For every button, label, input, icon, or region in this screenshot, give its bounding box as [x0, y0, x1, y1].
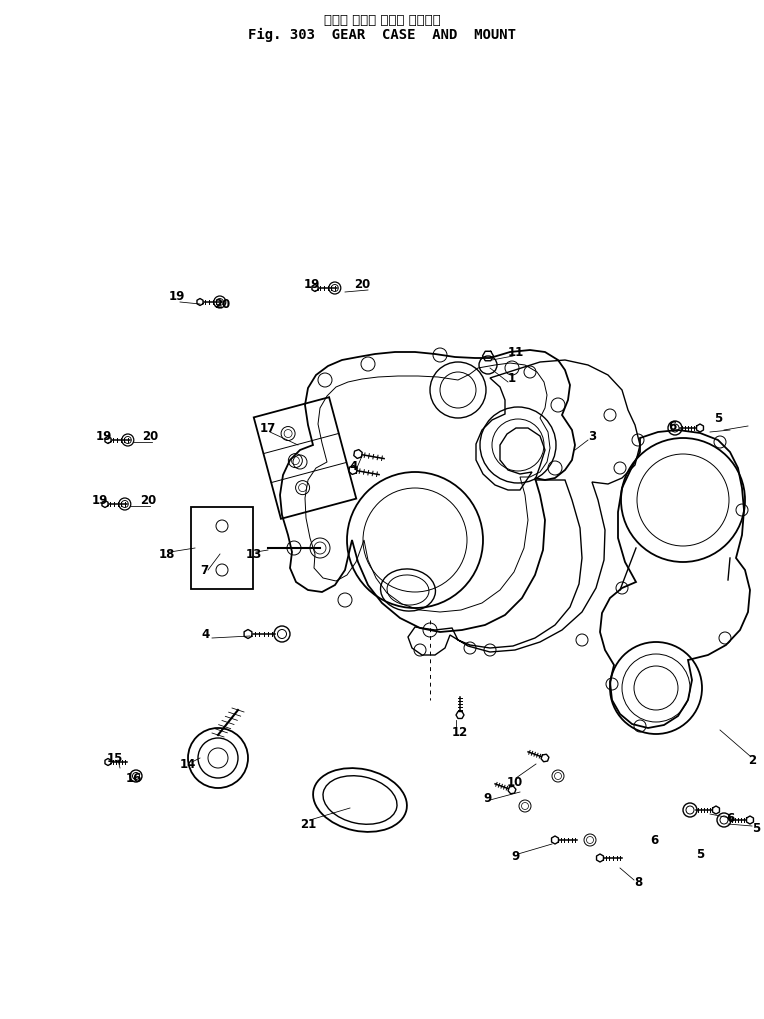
Text: 12: 12	[452, 726, 468, 739]
Text: 11: 11	[508, 345, 524, 359]
Text: 18: 18	[159, 547, 175, 560]
Text: 6: 6	[726, 811, 734, 824]
Text: 2: 2	[748, 753, 756, 766]
Text: 19: 19	[169, 289, 185, 303]
Text: 7: 7	[200, 564, 208, 577]
Text: 6: 6	[650, 834, 658, 847]
Text: 20: 20	[214, 298, 230, 311]
Text: 8: 8	[634, 875, 642, 889]
Text: 4: 4	[350, 460, 358, 473]
Text: 4: 4	[202, 628, 210, 641]
Text: 19: 19	[304, 277, 320, 290]
Text: 9: 9	[483, 792, 491, 804]
Text: 21: 21	[300, 817, 316, 830]
Text: 13: 13	[246, 547, 262, 560]
Text: 17: 17	[260, 422, 276, 434]
Text: 6: 6	[668, 420, 676, 432]
Text: 10: 10	[507, 775, 523, 789]
Text: 5: 5	[752, 821, 760, 835]
Text: 5: 5	[696, 848, 704, 860]
Text: 20: 20	[140, 493, 156, 506]
Text: 9: 9	[511, 850, 519, 862]
Text: Fig. 303  GEAR  CASE  AND  MOUNT: Fig. 303 GEAR CASE AND MOUNT	[248, 28, 516, 42]
Text: 20: 20	[354, 277, 370, 290]
Text: 19: 19	[92, 493, 108, 506]
Text: 3: 3	[588, 429, 596, 442]
Text: 1: 1	[508, 372, 516, 384]
Text: ギヤー ケース および マウント: ギヤー ケース および マウント	[324, 14, 440, 26]
Text: 14: 14	[180, 757, 196, 770]
Text: 15: 15	[107, 751, 123, 764]
Text: 20: 20	[142, 429, 158, 442]
Text: 16: 16	[126, 771, 142, 785]
Text: 5: 5	[714, 412, 722, 425]
Text: 19: 19	[96, 429, 112, 442]
